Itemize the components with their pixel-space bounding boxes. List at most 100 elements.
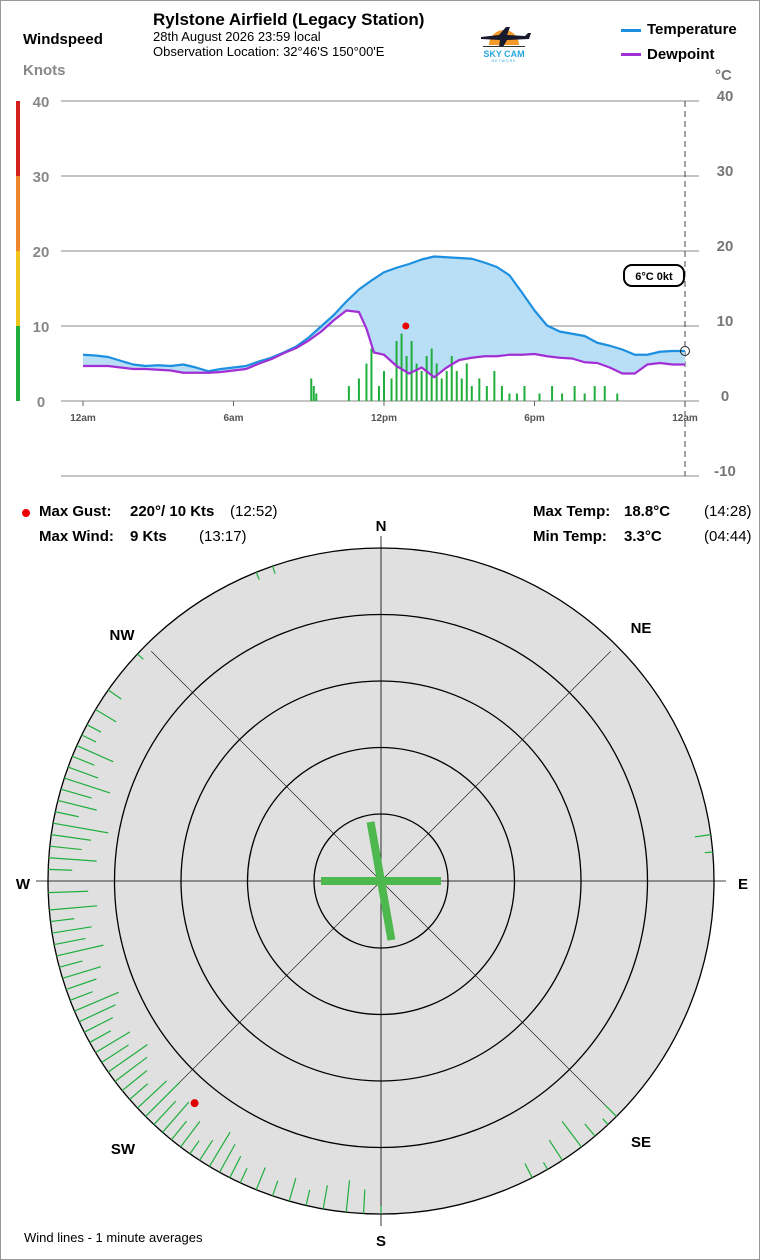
current-reading-badge [623,264,685,287]
wind-scale-segment [16,101,20,176]
dewpoint-legend-swatch [621,53,641,56]
rose-wind-line [208,1131,231,1167]
rose-wind-line [229,1156,242,1178]
wind-lines-footnote: Wind lines - 1 minute averages [24,1230,203,1245]
celsius-unit-label: °C [715,67,732,84]
max-gust-marker-icon [22,509,30,517]
rose-wind-line [121,1069,148,1092]
rose-wind-line [95,1031,131,1054]
current-reading-badge-text: 6°C 0kt [635,271,673,283]
knots-tick-label: 40 [33,94,50,111]
rose-wind-line [54,937,86,946]
rose-direction-label: NW [110,627,136,644]
rose-wind-line [69,991,93,1001]
current-reading-marker [680,346,690,356]
windspeed-temperature-chart: 0 10 20 30 40 -10 0 10 20 30 40 12am 6am 12pm 6pm 12am 6… [16,88,736,480]
rose-wind-line [219,1143,236,1173]
rose-max-gust-point [190,1099,199,1108]
time-tick-label: 6am [223,413,243,424]
windspeed-heading: Windspeed [23,31,103,48]
time-tick-label: 12am [70,413,96,424]
wind-scale-segment [16,251,20,326]
rose-wind-line [524,1163,533,1178]
rose-wind-line [288,1177,297,1202]
knots-unit-label: Knots [23,62,66,79]
max-temp-time: (14:28) [704,503,752,520]
min-temp-label: Min Temp: [533,528,607,545]
knots-tick-label: 30 [33,169,50,186]
logo-wordmark: SKY CAM [483,49,524,59]
rose-wind-line [272,1180,279,1197]
time-tick-label: 12am [672,413,698,424]
temperature-legend-label: Temperature [647,21,737,38]
rose-wind-line [114,1056,148,1082]
rose-direction-label: NE [631,620,652,637]
knots-tick-label: 10 [33,319,50,336]
rose-wind-line [153,1100,177,1125]
max-gust-time: (12:52) [230,503,278,520]
rose-wind-line [59,960,83,968]
logo-subtext: NETWORK [492,59,517,63]
dewpoint-line [83,309,685,379]
rose-wind-line [56,944,104,957]
rose-wind-line [74,991,119,1012]
temperature-legend-swatch [621,29,641,32]
rose-wind-line [162,1101,190,1133]
rose-wind-line [272,565,276,574]
rose-wind-line [362,1189,366,1214]
rose-wind-line [101,1044,129,1063]
rose-wind-line [49,845,82,851]
celsius-tick-label: -10 [714,463,736,480]
time-tick-label: 6pm [524,413,545,424]
wind-scale-segment [16,176,20,251]
rose-wind-line [107,689,122,700]
rose-wind-line [72,755,95,766]
max-temp-label: Max Temp: [533,503,611,520]
knots-tick-label: 20 [33,244,50,261]
rose-wind-line [48,890,89,894]
rose-wind-line [62,966,101,979]
dewpoint-legend-label: Dewpoint [647,46,715,63]
knots-tick-label: 0 [37,394,45,411]
rose-wind-line [239,1168,248,1184]
rose-wind-line [561,1121,582,1148]
max-gust-value: 220°/ 10 Kts [130,503,215,520]
rose-wind-line [129,1083,149,1100]
rose-wind-line [55,811,79,818]
rose-direction-label: S [376,1233,386,1250]
rose-wind-line [694,834,711,838]
wind-direction-rose: N NE E SE S SW W NW [16,518,748,1250]
rose-wind-line [137,1080,168,1109]
rose-wind-line [345,1180,351,1213]
rose-direction-label: E [738,876,748,893]
rose-wind-line [604,1104,617,1117]
sky-cam-logo: SKY CAM NETWORK [481,27,531,63]
rose-wind-line [81,734,97,743]
rose-wind-line [76,745,114,763]
max-wind-value: 9 Kts [130,528,167,545]
rose-wind-line [64,777,111,794]
observation-location: Observation Location: 32°46'S 150°00'E [153,44,385,59]
rose-direction-label: SE [631,1134,651,1151]
rose-wind-line [107,1043,148,1073]
temperature-line [82,255,685,373]
rose-wind-line [49,905,98,911]
rose-wind-line [180,1121,201,1148]
rose-direction-label: N [376,518,387,535]
rose-wind-line [542,1162,549,1170]
rose-direction-label: SW [111,1141,136,1158]
rose-wind-line [57,799,97,811]
rose-wind-line [602,1118,609,1125]
rose-wind-line [67,766,99,779]
temp-dewpoint-spread-area [83,256,685,378]
max-wind-time: (13:17) [199,528,247,545]
celsius-tick-label: 20 [717,238,734,255]
rose-wind-line [704,851,713,854]
rose-wind-line [255,572,260,580]
wind-scale-segment [16,326,20,401]
rose-wind-line [89,1030,112,1043]
rose-wind-line [322,1185,328,1210]
rose-wind-line [52,926,92,934]
rose-wind-line [584,1123,596,1137]
